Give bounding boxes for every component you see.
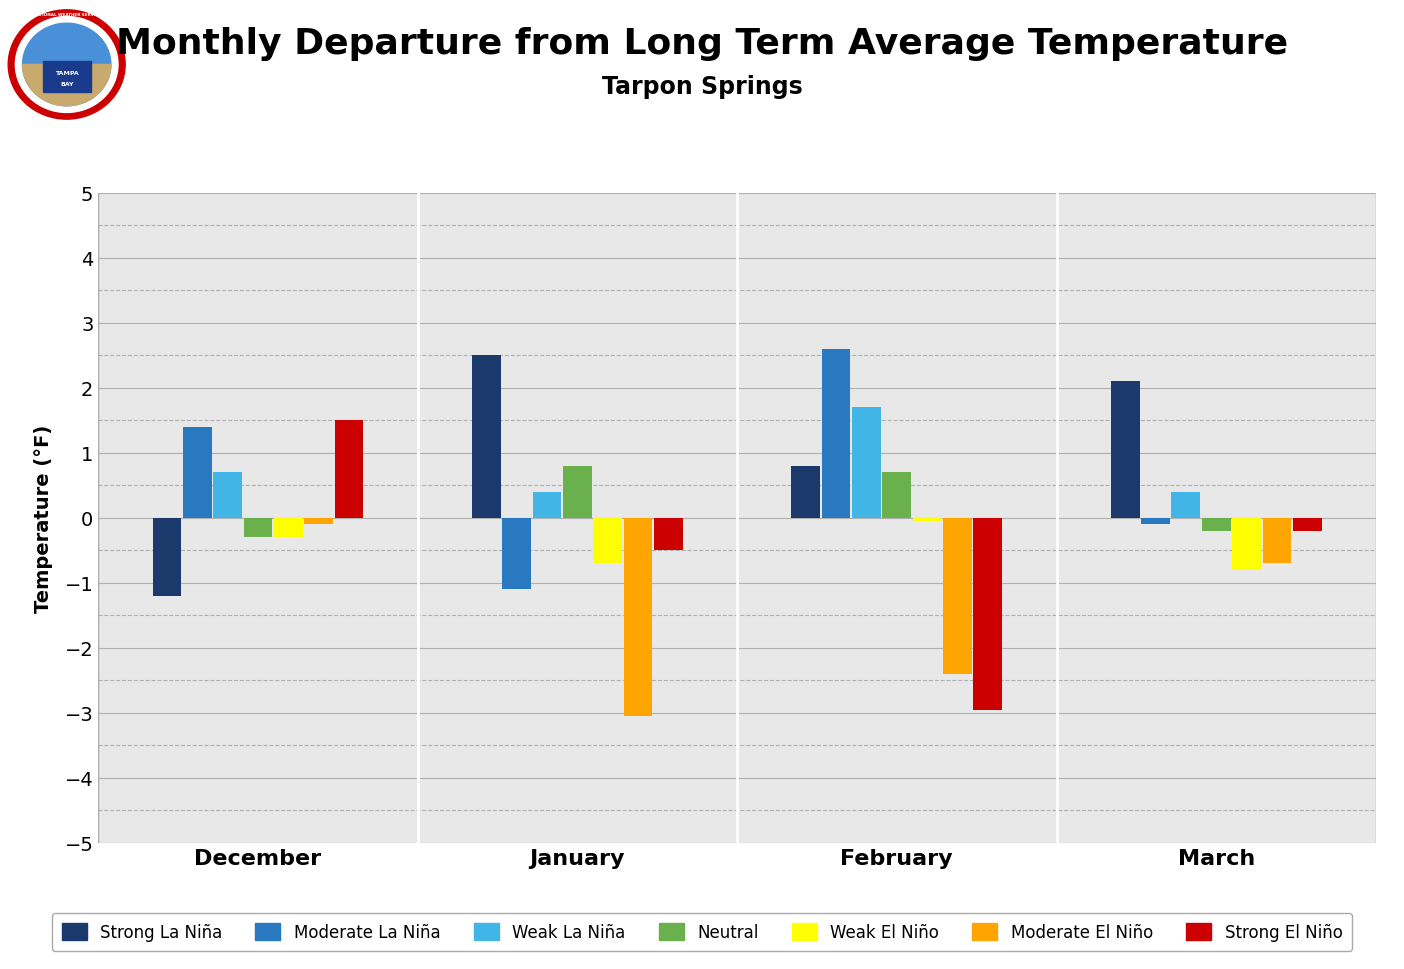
Bar — [44, 62, 91, 93]
Text: Tarpon Springs: Tarpon Springs — [602, 76, 802, 99]
Bar — [472, 357, 501, 518]
Bar — [821, 350, 851, 518]
Bar — [654, 518, 682, 550]
Bar — [1111, 382, 1140, 518]
Bar — [334, 421, 364, 518]
Bar — [883, 473, 911, 518]
Circle shape — [15, 17, 118, 113]
Bar — [973, 518, 1002, 710]
Legend: Strong La Niña, Moderate La Niña, Weak La Niña, Neutral, Weak El Niño, Moderate : Strong La Niña, Moderate La Niña, Weak L… — [52, 913, 1352, 951]
Text: NATIONAL WEATHER SERVICE: NATIONAL WEATHER SERVICE — [32, 13, 101, 17]
Bar — [153, 518, 181, 596]
Bar — [532, 492, 562, 518]
Bar — [792, 466, 820, 518]
Circle shape — [22, 24, 111, 107]
Y-axis label: Temperature (°F): Temperature (°F) — [35, 424, 53, 612]
Bar — [852, 408, 880, 518]
Bar — [563, 466, 591, 518]
Circle shape — [8, 11, 125, 120]
Wedge shape — [22, 66, 111, 107]
Text: TAMPA: TAMPA — [55, 71, 79, 76]
Text: Monthly Departure from Long Term Average Temperature: Monthly Departure from Long Term Average… — [117, 26, 1287, 61]
Bar — [623, 518, 653, 716]
Bar — [503, 518, 531, 590]
Bar — [943, 518, 972, 674]
Bar — [1202, 518, 1230, 531]
Bar — [244, 518, 272, 538]
Bar — [274, 518, 303, 538]
Text: BAY: BAY — [60, 81, 73, 87]
Bar — [1293, 518, 1321, 531]
Bar — [594, 518, 622, 564]
Bar — [1171, 492, 1200, 518]
Bar — [1262, 518, 1292, 564]
Bar — [913, 518, 942, 521]
Bar — [305, 518, 333, 525]
Bar — [1233, 518, 1261, 571]
Bar — [183, 427, 212, 518]
Bar — [1141, 518, 1170, 525]
Bar — [213, 473, 241, 518]
